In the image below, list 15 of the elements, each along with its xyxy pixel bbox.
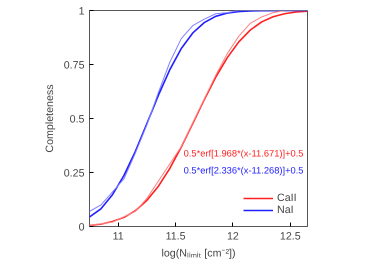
y-tick-label: 0.25 [64,168,85,180]
y-tick-label: 0 [78,222,85,234]
y-axis-title: Completeness [44,84,56,153]
legend-label: NaI [277,204,295,216]
x-tick-label: 12.5 [280,230,301,242]
x-tick-label: 11.5 [166,230,186,242]
y-tick-label: 0.75 [64,60,85,72]
annotation: 0.5*erf[2.336*(x-11.268)]+0.5 [184,166,304,176]
x-tick-label: 12 [226,230,239,242]
y-tick-label: 0.5 [70,114,85,126]
annotation: 0.5*erf[1.968*(x-11.671)]+0.5 [184,148,304,158]
x-axis-title: log(Nₗᵢₘᵢₜ [cm⁻²]) [162,248,236,260]
x-tick-label: 11 [112,230,124,242]
legend-label: CaII [277,192,297,204]
y-tick-label: 1 [78,6,85,18]
